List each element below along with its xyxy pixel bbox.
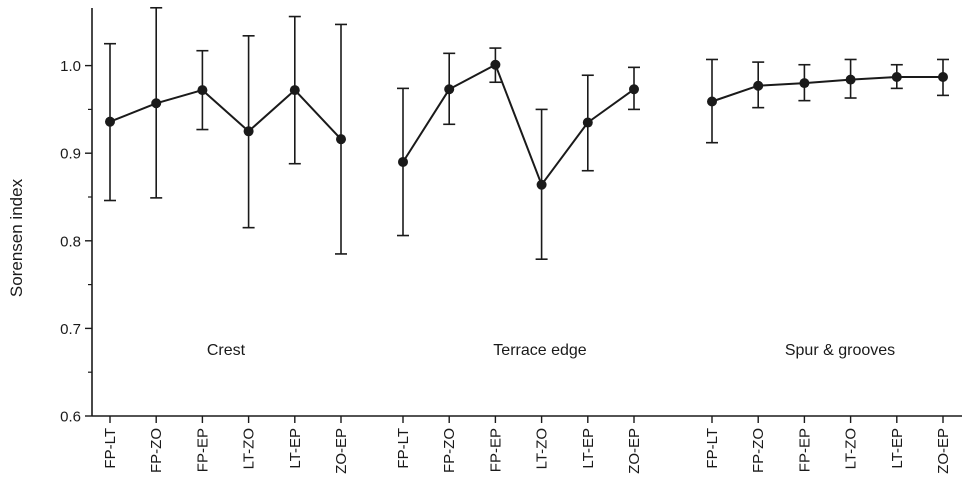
series-line [402, 63, 635, 186]
y-tick-label: 0.8 [60, 233, 81, 250]
groups-layer: FP-LT FP-ZO FP-EP LT-ZO LT-EP ZO-EPCrestFP-LT… [102, 6, 952, 474]
x-tick-label: LT-EP [580, 428, 597, 469]
data-point [336, 134, 346, 145]
x-tick-label: FP-EP [796, 428, 813, 472]
data-point [490, 59, 501, 70]
data-point [243, 126, 254, 137]
x-tick-label: FP-ZO [750, 428, 767, 473]
data-point [197, 85, 208, 96]
y-tick-label: 0.7 [60, 321, 81, 338]
data-point [536, 179, 547, 190]
group-label: Crest [207, 342, 246, 359]
data-point [753, 80, 764, 91]
series-group: FP-LT FP-ZO FP-EP LT-ZO LT-EP ZO-EP Crest [102, 6, 350, 474]
x-tick-label: FP-EP [487, 428, 504, 472]
series-group: FP-LT FP-ZO FP-EP LT-ZO LT-EP ZO-EP Terrace ed… [395, 47, 643, 474]
series-line [109, 89, 342, 140]
data-point [799, 78, 810, 89]
series-group: FP-LT FP-ZO FP-EP LT-ZO LT-EP ZO-EP Spur & gro… [704, 58, 952, 474]
y-tick-label: 0.9 [60, 146, 81, 163]
data-point [444, 84, 455, 95]
series-line [711, 76, 943, 103]
y-axis-title: Sorensen index [7, 178, 26, 297]
x-tick-label: FP-ZO [441, 428, 458, 473]
axes-layer: 0.6 0.7 0.8 0.9 1.0 [60, 8, 962, 426]
x-tick-label: LT-ZO [843, 428, 860, 469]
x-tick-label: LT-EP [889, 428, 906, 469]
data-point [398, 156, 408, 167]
data-point [151, 98, 162, 109]
group-label: Spur & grooves [785, 342, 895, 359]
data-point [938, 71, 948, 82]
x-tick-label: LT-ZO [534, 428, 551, 469]
y-tick-label: 0.6 [60, 409, 81, 426]
data-point [891, 71, 902, 82]
x-tick-label: ZO-EP [333, 428, 350, 474]
data-point [582, 117, 593, 128]
x-tick-label: FP-EP [194, 428, 211, 472]
y-tick-label: 1.0 [60, 58, 81, 75]
x-tick-label: LT-EP [287, 428, 304, 469]
data-point [707, 96, 717, 107]
group-label: Terrace edge [493, 342, 586, 359]
x-tick-label: LT-ZO [241, 428, 258, 469]
data-point [629, 84, 639, 95]
x-tick-label: FP-ZO [148, 428, 165, 473]
data-point [105, 116, 115, 127]
x-tick-label: FP-LT [102, 428, 119, 469]
x-tick-label: ZO-EP [935, 428, 952, 474]
x-tick-label: FP-LT [704, 428, 721, 469]
data-point [289, 85, 300, 96]
x-tick-label: FP-LT [395, 428, 412, 469]
x-tick-label: ZO-EP [626, 428, 643, 474]
data-point [845, 74, 856, 85]
